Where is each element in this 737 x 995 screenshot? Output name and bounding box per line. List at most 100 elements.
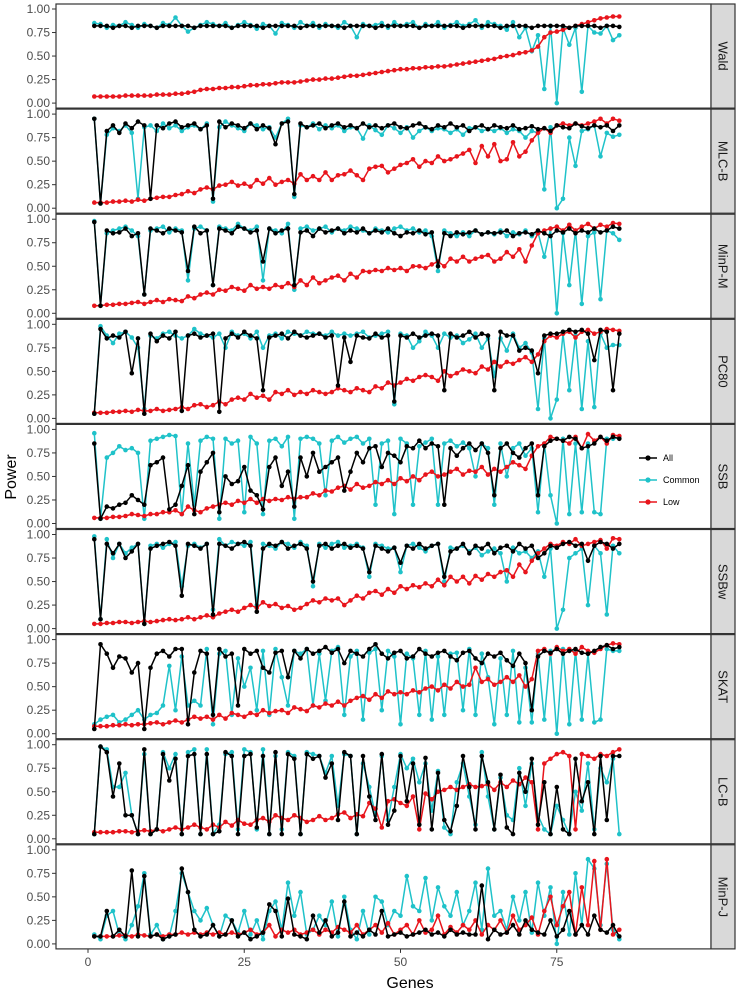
data-point-common <box>373 502 378 508</box>
data-point-all <box>304 546 310 551</box>
data-point-low <box>604 753 610 759</box>
data-point-common <box>260 511 266 517</box>
data-point-all <box>392 932 397 937</box>
data-point-common <box>304 329 310 335</box>
data-point-all <box>304 936 310 942</box>
data-point-low <box>554 224 560 229</box>
data-point-all <box>598 125 603 130</box>
data-point-common <box>517 34 522 40</box>
data-point-low <box>129 511 135 517</box>
data-point-low <box>267 286 272 292</box>
data-point-common <box>410 345 416 351</box>
data-point-common <box>498 908 503 914</box>
data-point-all <box>323 335 328 340</box>
data-point-low <box>579 224 585 229</box>
data-point-all <box>392 23 397 29</box>
data-point-all <box>373 25 378 31</box>
data-point-all <box>435 650 441 656</box>
data-point-low <box>298 172 303 177</box>
data-point-all <box>417 228 422 233</box>
data-point-all <box>148 23 153 29</box>
series-all <box>92 642 622 732</box>
data-point-common <box>460 707 466 713</box>
data-point-low <box>285 494 291 500</box>
data-point-common <box>223 119 228 124</box>
data-point-low <box>154 297 160 303</box>
data-point-common <box>523 803 528 809</box>
data-point-all <box>585 125 591 131</box>
data-point-common <box>254 918 260 923</box>
data-point-all <box>517 126 522 132</box>
data-point-common <box>392 226 397 231</box>
data-point-low <box>310 275 316 280</box>
data-point-common <box>410 19 416 25</box>
data-point-common <box>117 784 122 790</box>
data-point-all <box>104 541 110 547</box>
y-tick-label: 0.25 <box>27 283 51 297</box>
data-point-common <box>573 163 578 169</box>
data-point-all <box>410 654 416 659</box>
data-point-common <box>592 509 597 515</box>
data-point-low <box>242 397 247 402</box>
data-point-common <box>185 29 191 34</box>
data-point-all <box>298 25 303 31</box>
data-point-low <box>329 389 335 395</box>
data-point-common <box>460 340 466 346</box>
data-point-common <box>423 875 428 881</box>
data-point-low <box>617 747 622 752</box>
data-point-low <box>479 254 485 260</box>
y-tick-label: 1.00 <box>27 2 51 16</box>
data-point-all <box>529 707 535 713</box>
data-point-all <box>585 558 591 564</box>
data-point-all <box>498 230 503 235</box>
data-point-common <box>173 751 178 757</box>
data-point-all <box>154 228 160 233</box>
data-point-common <box>242 19 247 25</box>
data-point-common <box>235 656 241 661</box>
data-point-low <box>460 254 466 260</box>
data-point-common <box>542 717 547 722</box>
data-point-all <box>260 546 266 551</box>
data-point-low <box>267 498 272 504</box>
data-point-low <box>392 67 397 73</box>
data-point-all <box>348 545 353 550</box>
data-point-common <box>542 254 547 260</box>
data-point-all <box>617 541 622 547</box>
data-point-all <box>429 932 435 937</box>
data-point-all <box>423 125 428 130</box>
data-point-common <box>567 387 572 393</box>
data-point-all <box>479 232 485 237</box>
data-point-all <box>223 125 228 130</box>
data-point-low <box>167 407 172 413</box>
data-point-low <box>473 784 478 790</box>
data-point-common <box>117 226 122 231</box>
data-point-all <box>504 23 510 29</box>
data-point-all <box>317 930 322 935</box>
data-point-low <box>292 80 297 85</box>
legend-label: Common <box>663 475 700 485</box>
data-point-all <box>410 546 416 551</box>
series-all <box>92 744 622 837</box>
data-point-low <box>598 16 603 21</box>
data-point-low <box>454 259 460 264</box>
data-point-low <box>160 722 166 727</box>
data-point-low <box>585 922 591 928</box>
data-point-low <box>160 299 166 305</box>
data-point-low <box>279 80 285 85</box>
data-point-low <box>460 472 466 477</box>
data-point-all <box>360 546 366 551</box>
data-point-all <box>385 549 391 554</box>
data-point-low <box>342 602 347 608</box>
data-point-common <box>573 871 578 876</box>
data-point-low <box>410 66 416 71</box>
data-point-all <box>292 543 297 549</box>
y-axis-title: Power <box>3 454 20 500</box>
data-point-all <box>473 543 478 549</box>
data-point-all <box>460 753 466 759</box>
data-point-low <box>398 476 403 481</box>
data-point-all <box>229 481 235 487</box>
data-point-common <box>223 436 228 442</box>
data-point-all <box>598 230 603 235</box>
